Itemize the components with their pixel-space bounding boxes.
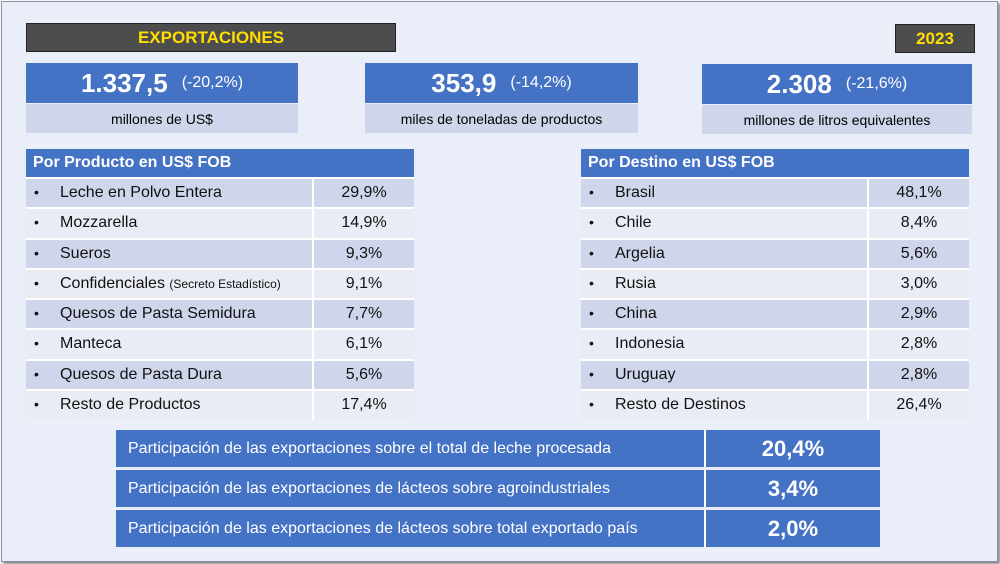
- table-row: • Leche en Polvo Entera 29,9%: [26, 176, 414, 209]
- kpi-value-litres: 2.308 (-21,6%): [702, 64, 972, 104]
- product-table: Por Producto en US$ FOB • Leche en Polvo …: [26, 149, 414, 420]
- row-label: Brasil: [615, 184, 656, 202]
- row-label: Chile: [615, 214, 652, 232]
- row-label: Quesos de Pasta Dura: [60, 365, 222, 383]
- participation-row-agro: Participación de las exportaciones de lá…: [116, 470, 880, 507]
- table-row: • Quesos de Pasta Dura 5,6%: [26, 358, 414, 390]
- row-label: Resto de Destinos: [615, 396, 746, 414]
- participation-label: Participación de las exportaciones de lá…: [116, 510, 706, 547]
- row-pct: 5,6%: [313, 358, 414, 390]
- row-label: Indonesia: [615, 335, 685, 353]
- row-pct: 5,6%: [868, 237, 969, 269]
- table-row: • Resto de Productos 17,4%: [26, 388, 414, 420]
- row-label: Mozzarella: [60, 214, 138, 232]
- row-pct: 2,8%: [868, 328, 969, 360]
- row-pct: 3,0%: [868, 267, 969, 299]
- row-pct: 7,7%: [313, 297, 414, 330]
- table-row: • Indonesia 2,8%: [581, 328, 969, 360]
- row-label: China: [615, 305, 657, 323]
- table-row: • Resto de Destinos 26,4%: [581, 388, 969, 420]
- participation-label: Participación de las exportaciones de lá…: [116, 470, 706, 507]
- kpi-value-tonnes: 353,9 (-14,2%): [365, 63, 638, 103]
- kpi-number: 353,9: [431, 67, 497, 98]
- destination-table-title: Por Destino en US$ FOB: [581, 149, 969, 178]
- row-pct: 17,4%: [313, 388, 414, 420]
- kpi-change: (-14,2%): [510, 74, 572, 91]
- kpi-label-litres: millones de litros equivalentes: [702, 105, 972, 134]
- kpi-label-tonnes: miles de toneladas de productos: [365, 104, 638, 133]
- destination-table: Por Destino en US$ FOB • Brasil 48,1% • Ch…: [581, 149, 969, 420]
- row-pct: 48,1%: [868, 176, 969, 209]
- kpi-number: 1.337,5: [80, 67, 168, 98]
- row-label: Leche en Polvo Entera: [60, 184, 222, 202]
- table-row: • Sueros 9,3%: [26, 237, 414, 269]
- row-label: Quesos de Pasta Semidura: [60, 305, 256, 323]
- table-row: • Manteca 6,1%: [26, 328, 414, 360]
- row-label: Sueros: [60, 244, 111, 262]
- kpi-change: (-20,2%): [181, 74, 244, 91]
- row-pct: 14,9%: [313, 207, 414, 239]
- participation-label: Participación de las exportaciones sobre…: [116, 430, 706, 467]
- kpi-label-usd: millones de US$: [26, 104, 298, 133]
- participation-value: 2,0%: [706, 510, 880, 547]
- table-row: • Rusia 3,0%: [581, 267, 969, 299]
- product-table-title: Por Producto en US$ FOB: [26, 149, 414, 178]
- row-note: (Secreto Estadístico): [169, 276, 281, 291]
- table-row: • Uruguay 2,8%: [581, 358, 969, 390]
- row-label: Uruguay: [615, 365, 676, 383]
- table-row: • Chile 8,4%: [581, 207, 969, 239]
- table-row: • Quesos de Pasta Semidura 7,7%: [26, 297, 414, 330]
- participation-value: 3,4%: [706, 470, 880, 507]
- year-badge: 2023: [895, 24, 975, 53]
- table-row: • Mozzarella 14,9%: [26, 207, 414, 239]
- row-pct: 9,3%: [313, 237, 414, 269]
- row-label: Argelia: [615, 244, 665, 262]
- row-pct: 2,8%: [868, 358, 969, 390]
- row-pct: 8,4%: [868, 207, 969, 239]
- row-label: Confidenciales: [60, 274, 165, 292]
- row-pct: 9,1%: [313, 267, 414, 299]
- exports-title: EXPORTACIONES: [26, 23, 396, 52]
- row-pct: 2,9%: [868, 297, 969, 330]
- table-row: • Argelia 5,6%: [581, 237, 969, 269]
- table-row: • Brasil 48,1%: [581, 176, 969, 209]
- row-label: Resto de Productos: [60, 396, 201, 414]
- participation-value: 20,4%: [706, 430, 880, 467]
- kpi-number: 2.308: [766, 68, 832, 99]
- row-label: Rusia: [615, 274, 656, 292]
- table-row: • China 2,9%: [581, 297, 969, 330]
- row-pct: 29,9%: [313, 176, 414, 209]
- row-pct: 26,4%: [868, 388, 969, 420]
- table-row: • Confidenciales (Secreto Estadístico) 9,…: [26, 267, 414, 299]
- participation-row-milk: Participación de las exportaciones sobre…: [116, 430, 880, 467]
- row-pct: 6,1%: [313, 328, 414, 360]
- participation-row-country: Participación de las exportaciones de lá…: [116, 510, 880, 547]
- kpi-value-usd: 1.337,5 (-20,2%): [26, 63, 298, 103]
- row-label: Manteca: [60, 335, 122, 353]
- kpi-change: (-21,6%): [845, 75, 908, 92]
